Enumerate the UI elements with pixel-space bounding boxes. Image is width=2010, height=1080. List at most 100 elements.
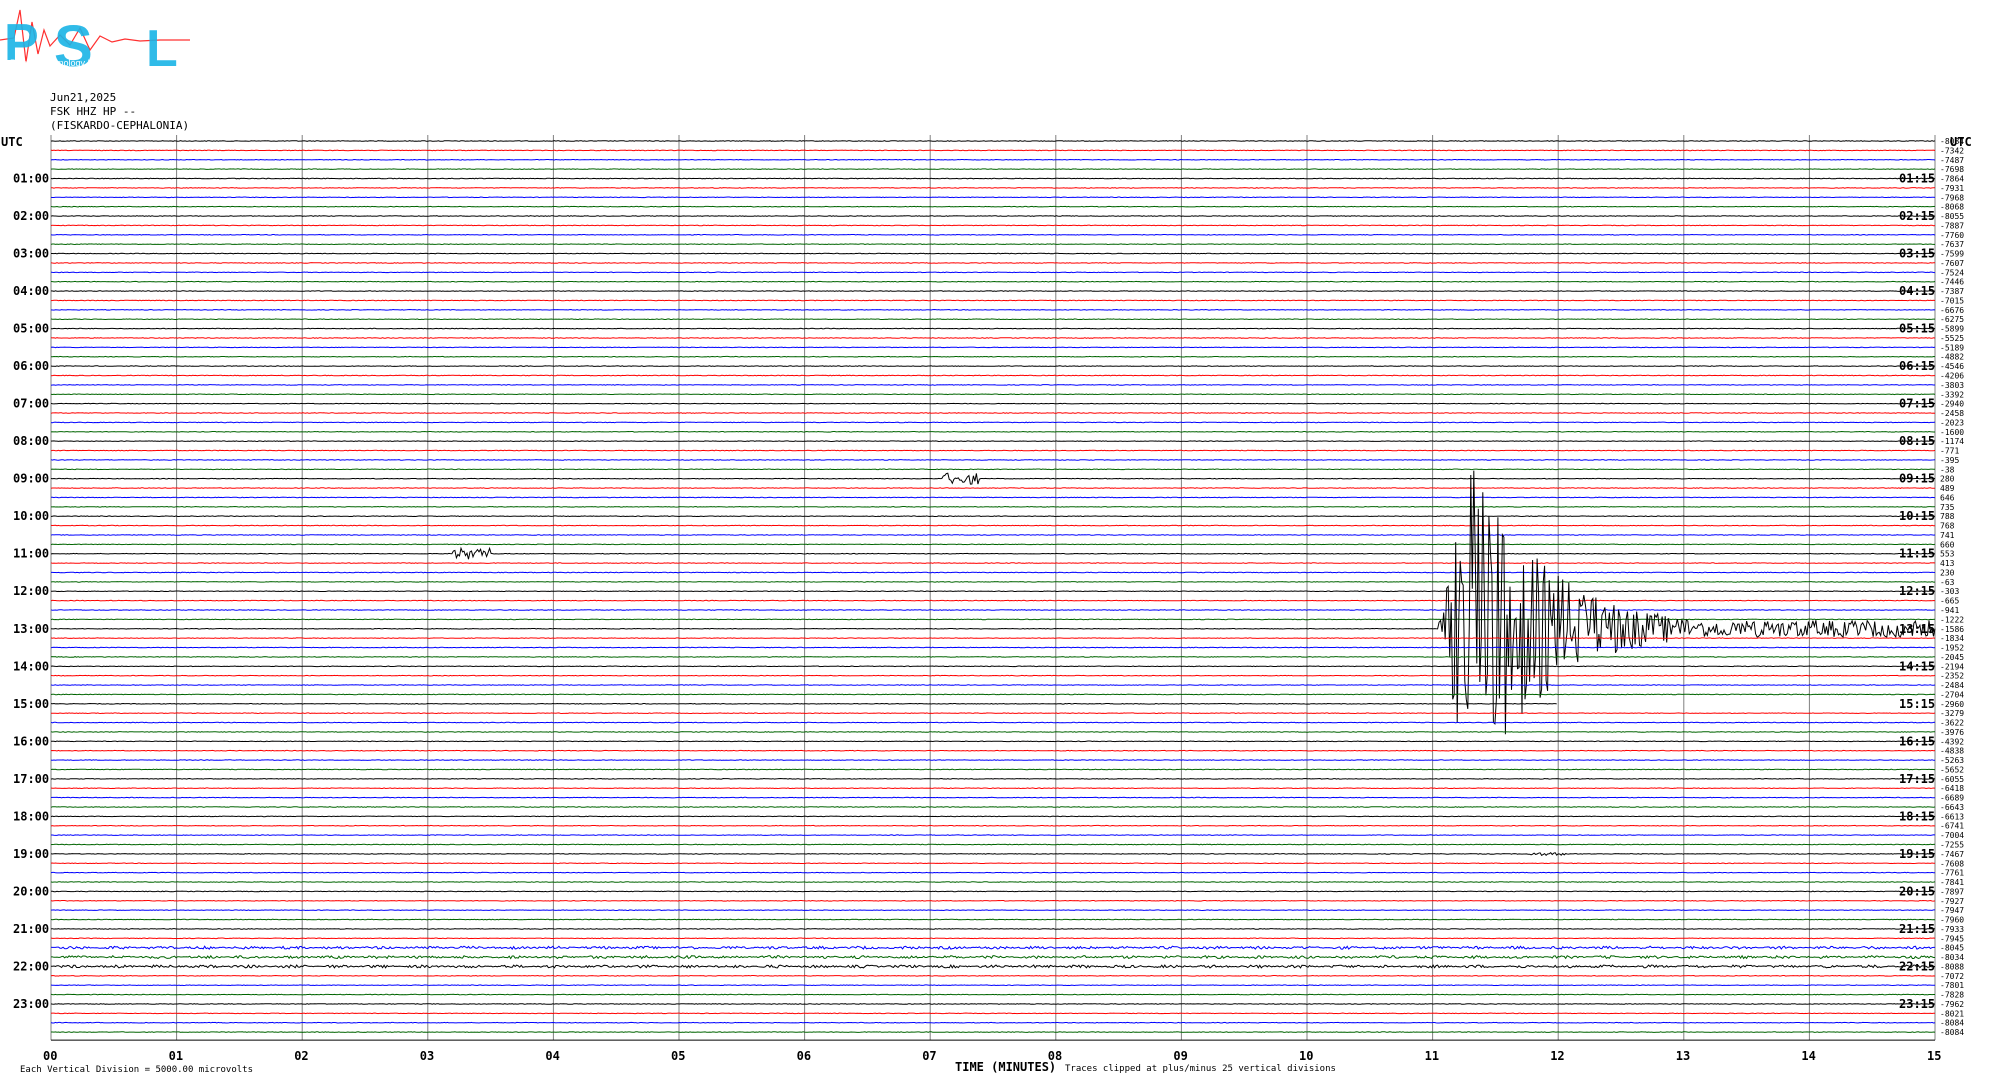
trace-offset-label: 741 <box>1940 531 1955 540</box>
right-tz-label: UTC <box>1950 135 1972 149</box>
trace-line <box>50 843 1936 846</box>
trace-line <box>50 646 1936 649</box>
trace-line <box>50 590 1936 593</box>
trace-offset-label: -8068 <box>1940 203 1964 212</box>
hour-label-right: 23:15 <box>1899 997 1935 1011</box>
hour-label-left: 06:00 <box>13 359 49 373</box>
trace-offset-label: 735 <box>1940 503 1955 512</box>
trace-line <box>50 205 1936 208</box>
hour-label-right: 16:15 <box>1899 734 1935 748</box>
trace-offset-label: 660 <box>1940 540 1955 549</box>
trace-line <box>50 899 1936 902</box>
trace-line <box>50 393 1936 396</box>
date-label: Jun21,2025 <box>50 91 117 104</box>
trace-offset-label: -5652 <box>1940 765 1964 774</box>
trace-line <box>50 731 1935 733</box>
trace-offset-label: -6676 <box>1940 306 1964 315</box>
hour-label-right: 01:15 <box>1899 172 1935 186</box>
trace-line <box>50 993 1935 996</box>
trace-offset-label: -8055 <box>1940 212 1964 221</box>
trace-offset-label: -7931 <box>1940 184 1964 193</box>
trace-line <box>50 515 1936 518</box>
hour-label-right: 13:15 <box>1899 622 1935 636</box>
trace-offset-label: -8084 <box>1940 1019 1964 1028</box>
hour-label-left: 05:00 <box>13 322 49 336</box>
trace-offset-label: -6418 <box>1940 784 1964 793</box>
traces <box>50 140 1936 1033</box>
trace-offset-label: -7072 <box>1940 972 1964 981</box>
hour-label-right: 12:15 <box>1899 584 1935 598</box>
trace-line <box>50 871 1936 874</box>
hour-label-left: 16:00 <box>13 734 49 748</box>
trace-line <box>50 337 1936 339</box>
trace-line <box>51 187 1935 189</box>
trace-offset-label: -2194 <box>1940 662 1964 671</box>
trace-offset-label: -1600 <box>1940 428 1964 437</box>
trace-line <box>50 609 1935 611</box>
trace-line <box>50 196 1936 199</box>
trace-offset-label: -7608 <box>1940 859 1964 868</box>
trace-line <box>50 543 1936 546</box>
trace-offset-label: -7524 <box>1940 268 1964 277</box>
trace-line <box>50 346 1936 349</box>
trace-line <box>50 140 1936 142</box>
trace-offset-label: 768 <box>1940 522 1955 531</box>
trace-offset-label: -8088 <box>1940 962 1964 971</box>
trace-offset-label: -7897 <box>1940 887 1964 896</box>
trace-offset-label: -7968 <box>1940 193 1964 202</box>
trace-offset-label: -7841 <box>1940 878 1964 887</box>
trace-offset-label: -6275 <box>1940 315 1964 324</box>
grid <box>50 135 1936 1041</box>
trace-line <box>50 215 1936 217</box>
trace-line <box>50 158 1936 161</box>
trace-offset-label: -6689 <box>1940 794 1964 803</box>
trace-line <box>50 168 1936 170</box>
trace-line <box>50 1021 1936 1024</box>
trace-line <box>50 430 1935 433</box>
trace-offset-label: -4546 <box>1940 362 1964 371</box>
trace-line <box>50 384 1935 386</box>
trace-offset-label: -7387 <box>1940 287 1964 296</box>
x-tick-label: 01 <box>169 1049 183 1063</box>
trace-offset-label: -7342 <box>1940 146 1964 155</box>
x-tick-label: 13 <box>1676 1049 1690 1063</box>
trace-offset-label: -7607 <box>1940 259 1964 268</box>
trace-offset-label: -7828 <box>1940 991 1964 1000</box>
hour-label-left: 19:00 <box>13 847 49 861</box>
trace-offset-label: -665 <box>1940 597 1959 606</box>
trace-offset-label: -3392 <box>1940 390 1964 399</box>
x-tick-label: 00 <box>43 1049 57 1063</box>
trace-offset-label: -6741 <box>1940 822 1964 831</box>
x-tick-label: 03 <box>420 1049 434 1063</box>
trace-line <box>50 224 1936 227</box>
trace-line <box>50 806 1936 808</box>
trace-offset-label: -8084 <box>1940 1028 1964 1037</box>
trace-line <box>50 759 1936 761</box>
trace-line <box>50 496 1936 499</box>
trace-offset-label: -7698 <box>1940 165 1964 174</box>
trace-line <box>50 787 1936 790</box>
trace-line <box>51 252 1935 255</box>
trace-line <box>51 834 1936 836</box>
trace-offset-label: -7760 <box>1940 231 1964 240</box>
trace-line <box>51 327 1936 330</box>
trace-offset-label: 489 <box>1940 484 1955 493</box>
trace-line <box>51 890 1936 893</box>
trace-offset-label: -5263 <box>1940 756 1964 765</box>
logo-subtext: Patras Seismology Lab <box>10 58 103 68</box>
trace-offset-label: -8084 <box>1940 137 1964 146</box>
trace-offset-label: -7864 <box>1940 175 1964 184</box>
hour-label-left: 18:00 <box>13 809 49 823</box>
trace-line <box>50 768 1936 771</box>
trace-line <box>50 918 1936 921</box>
labels: -8084-7342-7487-7698-7864-7931-7968-8068… <box>13 137 1964 1063</box>
location-label: (FISKARDO-CEPHALONIA) <box>50 119 190 132</box>
trace-offset-label: -7927 <box>1940 897 1964 906</box>
trace-offset-label: -3279 <box>1940 709 1964 718</box>
trace-offset-label: -7004 <box>1940 831 1964 840</box>
hour-label-right: 11:15 <box>1899 547 1935 561</box>
trace-offset-label: -5189 <box>1940 343 1964 352</box>
x-axis-label: TIME (MINUTES) <box>955 1060 1056 1074</box>
trace-offset-label: -1586 <box>1940 625 1964 634</box>
trace-line <box>51 963 1936 969</box>
